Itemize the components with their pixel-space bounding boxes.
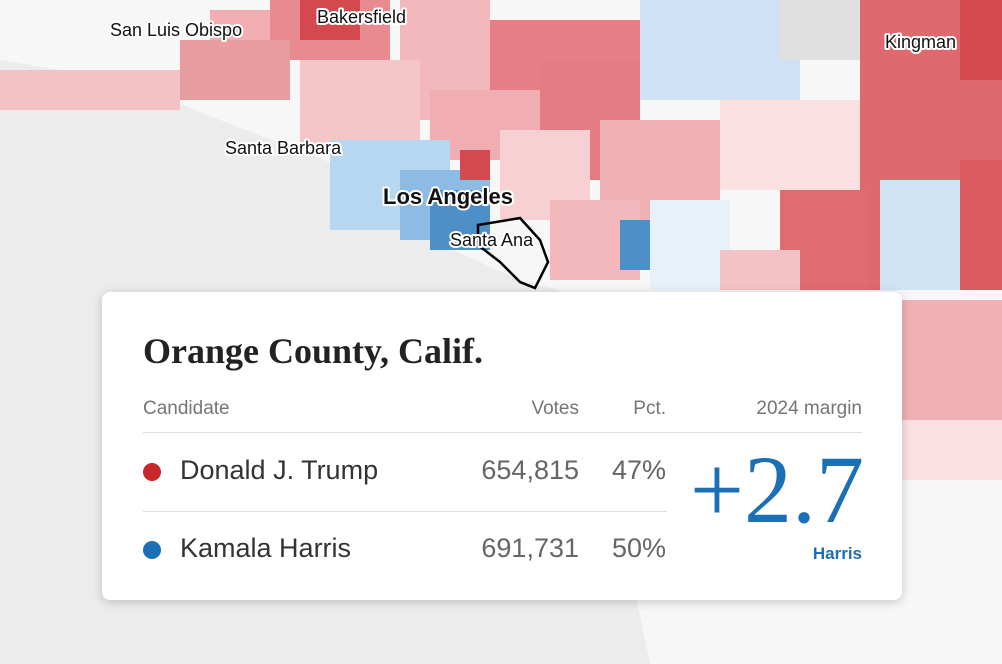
divider	[143, 511, 667, 512]
pct: 47%	[611, 455, 666, 485]
party-dot	[143, 463, 161, 481]
map-label: San Luis Obispo	[110, 20, 242, 40]
county-outline	[476, 216, 550, 290]
map-region	[210, 10, 270, 40]
map-region	[960, 160, 1002, 290]
party-dot	[143, 541, 161, 559]
votes: 654,815	[481, 455, 579, 485]
map-region	[960, 0, 1002, 80]
header: Votes	[531, 398, 579, 419]
map-region	[720, 100, 860, 190]
map-region	[180, 40, 290, 100]
map-label: Bakersfield	[317, 7, 406, 27]
header: Candidate	[143, 398, 230, 419]
map-region	[650, 200, 730, 290]
margin-leader: Harris	[812, 544, 862, 563]
map-label: Los Angeles	[383, 184, 513, 209]
map-region	[640, 0, 800, 100]
candidate: Kamala Harris	[180, 533, 352, 563]
votes: 691,731	[481, 533, 579, 563]
header: 2024 margin	[756, 398, 862, 419]
map-label: Kingman	[885, 32, 956, 52]
map-region	[720, 250, 800, 290]
map-region	[460, 150, 490, 180]
header: Pct.	[633, 398, 666, 419]
card-title: Orange County, Calif.	[143, 331, 484, 371]
map-label: Santa Ana	[450, 230, 534, 250]
map-region	[430, 190, 490, 250]
map-region	[880, 180, 960, 290]
margin: +2.7	[689, 436, 864, 543]
result-card: Orange County, Calif. Candidate Votes Pc…	[102, 292, 902, 600]
map-region	[0, 70, 180, 110]
map-label: Santa Barbara	[225, 138, 342, 158]
map-region	[900, 300, 1002, 440]
map-region	[300, 60, 420, 150]
pct: 50%	[611, 533, 666, 563]
candidate: Donald J. Trump	[180, 455, 379, 485]
divider	[143, 432, 862, 433]
map-region	[300, 0, 360, 40]
regions	[0, 0, 1002, 480]
